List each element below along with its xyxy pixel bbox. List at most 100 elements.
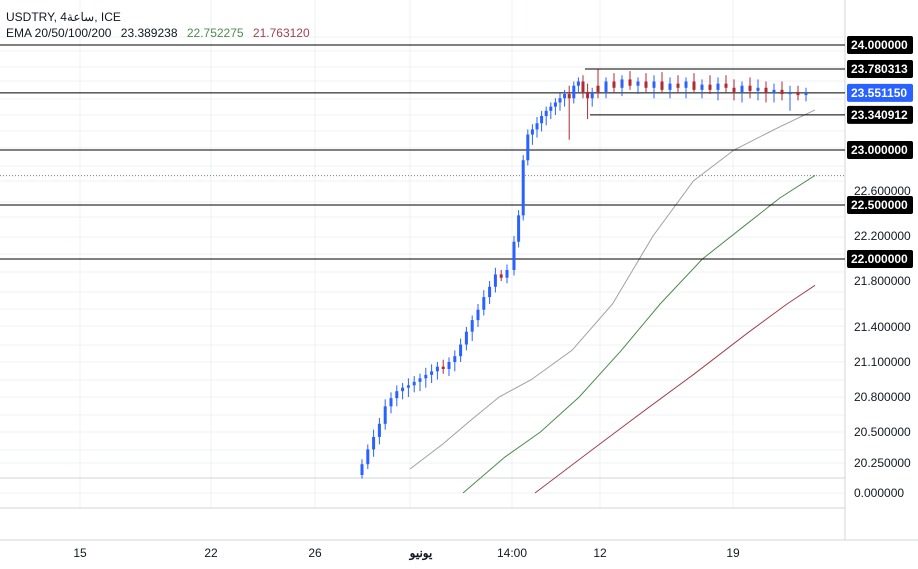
y-tick-label: 22.600000 <box>854 184 911 198</box>
candle-body <box>748 85 752 91</box>
symbol-title[interactable]: USDTRY, 4ساعة, ICE <box>6 10 121 24</box>
price-tag <box>847 141 913 159</box>
candle-body <box>377 423 381 437</box>
candle-body <box>764 87 768 93</box>
price-tag-label: 22.500000 <box>851 198 908 212</box>
y-tick-label: 21.400000 <box>854 320 911 334</box>
price-tag-label: 23.551150 <box>851 86 907 100</box>
candle-body <box>668 83 672 90</box>
candle-body <box>430 371 434 375</box>
candle-body <box>418 378 422 382</box>
y-tick-label: 22.200000 <box>854 229 911 243</box>
ema50-value: 22.752275 <box>186 26 244 40</box>
candle-body <box>540 116 544 124</box>
grid-lines <box>0 0 918 541</box>
candle-body <box>464 331 468 345</box>
y-tick-label: 20.800000 <box>854 390 911 404</box>
candle-body <box>544 110 548 117</box>
candle-body <box>780 89 784 95</box>
candle-body <box>406 385 410 388</box>
candle-body <box>424 374 428 379</box>
candle-body <box>512 241 516 270</box>
y-tick-label: 21.100000 <box>854 355 911 369</box>
candle-body <box>517 215 521 242</box>
candle-body <box>740 85 744 92</box>
price-tag-label: 23.000000 <box>851 143 908 157</box>
candle-body <box>732 87 736 92</box>
candlesticks <box>360 69 808 479</box>
price-tag-label: 23.780313 <box>851 62 908 76</box>
candle-body <box>692 81 696 90</box>
x-tick-label: 26 <box>308 546 322 560</box>
y-tick-label: 0.000000 <box>854 486 904 500</box>
candle-body <box>586 91 590 99</box>
price-axis[interactable]: 22.600000 22.200000 21.800000 21.400000 21.1… <box>854 184 911 500</box>
candle-body <box>395 391 399 399</box>
candle-body <box>459 344 463 357</box>
price-tag <box>847 196 913 214</box>
price-tag <box>847 250 913 268</box>
price-tag <box>847 59 913 78</box>
candle-body <box>412 381 416 386</box>
price-tag-label: 22.000000 <box>851 252 908 266</box>
candle-body <box>684 81 688 88</box>
ema100-value: 21.763120 <box>252 26 310 40</box>
candle-body <box>660 81 664 90</box>
x-tick-label: 14:00 <box>497 546 527 560</box>
candle-body <box>372 436 376 450</box>
ema-legend[interactable]: EMA 20/50/100/200 23.389238 22.752275 21… <box>6 25 310 41</box>
candle-body <box>652 81 656 88</box>
price-tag <box>847 83 913 102</box>
candle-body <box>526 134 530 161</box>
candle-body <box>549 106 553 111</box>
candle-body <box>596 85 600 92</box>
time-axis[interactable]: 15 22 26 يونيو 14:00 12 19 <box>73 546 740 561</box>
candle-body <box>804 93 808 96</box>
x-tick-label: 12 <box>593 546 607 560</box>
ema-line-50 <box>462 174 816 494</box>
candle-body <box>499 274 503 278</box>
candle-body <box>567 94 571 99</box>
candle-body <box>628 79 632 86</box>
y-tick-label: 20.500000 <box>854 425 911 439</box>
candle-body <box>535 123 539 130</box>
ema20-value: 23.389238 <box>120 26 178 40</box>
candle-body <box>756 87 760 91</box>
candle-body <box>366 449 370 465</box>
price-tag-label: 24.000000 <box>851 38 908 52</box>
candle-body <box>572 85 576 99</box>
range-box[interactable] <box>585 68 845 116</box>
legend: USDTRY, 4ساعة, ICE EMA 20/50/100/200 23.… <box>6 9 310 41</box>
candle-body <box>530 129 534 135</box>
candle-body <box>360 464 364 475</box>
x-tick-label: يونيو <box>409 546 433 561</box>
candle-body <box>581 81 585 92</box>
candle-body <box>453 356 457 362</box>
price-tag-label: 23.340912 <box>851 108 908 122</box>
candle-body <box>389 398 393 407</box>
candle-body <box>620 79 624 88</box>
ema-lines <box>409 109 816 494</box>
ema-label: EMA 20/50/100/200 <box>6 26 112 40</box>
candle-body <box>488 286 492 298</box>
candle-body <box>644 81 648 88</box>
price-tag <box>847 36 913 54</box>
candle-body <box>590 93 594 99</box>
x-tick-label: 15 <box>73 546 87 560</box>
x-tick-label: 19 <box>726 546 740 560</box>
y-tick-label: 21.800000 <box>854 274 911 288</box>
candle-body <box>383 406 387 424</box>
price-tag <box>847 105 913 124</box>
candle-body <box>576 81 580 86</box>
candle-body <box>636 81 640 86</box>
candle-body <box>441 366 445 369</box>
candle-body <box>772 89 776 93</box>
candle-body <box>493 274 497 287</box>
candle-body <box>401 387 405 392</box>
candle-body <box>435 366 439 372</box>
x-tick-label: 22 <box>204 546 218 560</box>
candle-body <box>476 309 480 321</box>
horizontal-levels[interactable] <box>0 44 845 260</box>
candle-body <box>558 98 562 103</box>
